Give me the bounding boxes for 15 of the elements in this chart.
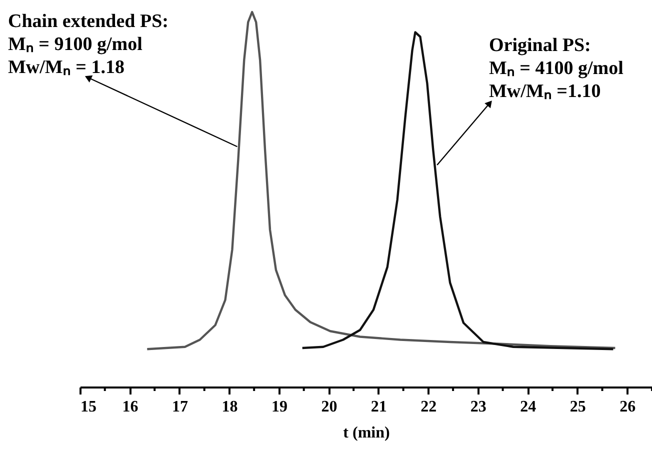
annotation: Chain extended PS: Mₙ = 9100 g/mol Mw/Mₙ = 1.18 xyxy=(8,11,168,78)
x-tick-label: 25 xyxy=(570,398,586,416)
x-tick-label: 16 xyxy=(122,398,138,416)
x-tick-label: 24 xyxy=(520,398,536,416)
x-tick-label: 19 xyxy=(271,398,288,416)
x-tick-label: 23 xyxy=(470,398,486,416)
annotation: Original PS: Mₙ = 4100 g/mol Mw/Mₙ =1.10 xyxy=(489,35,624,102)
x-tick-label: 26 xyxy=(620,398,636,416)
x-axis-title: t (min) xyxy=(343,424,390,442)
x-tick-label: 17 xyxy=(172,398,188,416)
x-tick-label: 18 xyxy=(222,398,238,416)
x-tick-label: 22 xyxy=(420,398,437,416)
x-tick-label: 20 xyxy=(321,398,338,416)
x-tick-label: 21 xyxy=(370,398,387,416)
x-tick-label: 15 xyxy=(80,398,96,416)
